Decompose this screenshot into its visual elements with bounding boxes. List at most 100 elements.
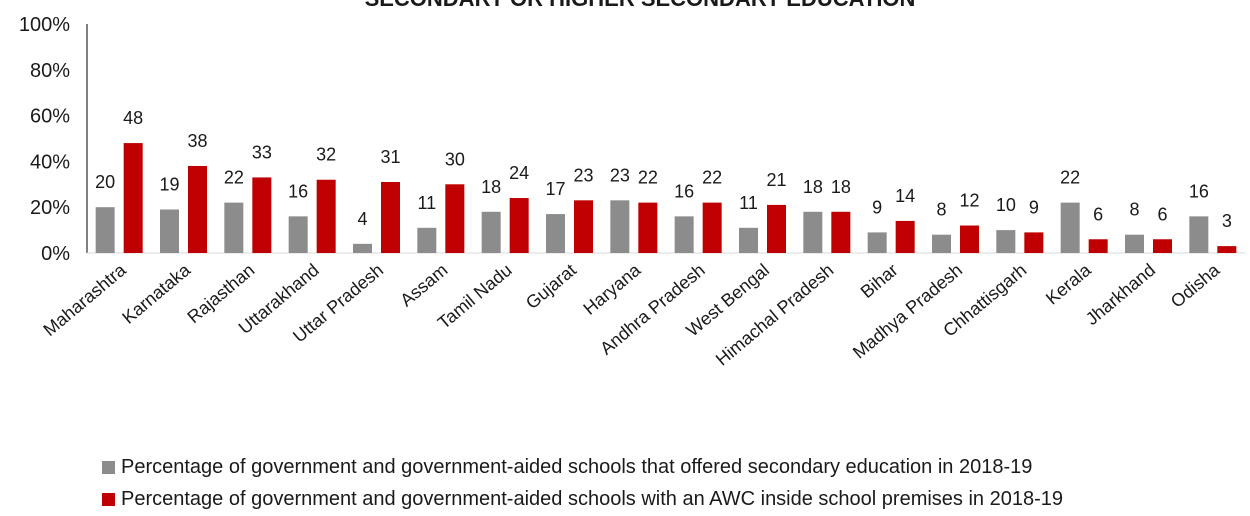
bar-secondary (803, 211, 823, 253)
bars (95, 143, 1237, 253)
data-label-secondary: 22 (1060, 168, 1080, 188)
category-label: Gujarat (522, 260, 580, 313)
bar-secondary (867, 232, 887, 253)
bar-secondary (1125, 234, 1144, 253)
bar-secondary (674, 216, 694, 253)
data-label-awc: 38 (187, 131, 207, 151)
legend-item-awc: Percentage of government and government-… (102, 488, 1242, 511)
data-label-secondary: 23 (610, 165, 630, 185)
data-label-awc: 48 (123, 108, 143, 128)
bar-secondary (546, 214, 565, 253)
data-label-secondary: 4 (357, 209, 367, 229)
data-label-secondary: 18 (481, 177, 501, 197)
category-label: Assam (396, 260, 451, 311)
legend-swatch-awc (102, 493, 115, 506)
bar-secondary (288, 216, 308, 253)
data-label-awc: 9 (1029, 197, 1039, 217)
legend-item-secondary: Percentage of government and government-… (102, 456, 1242, 479)
bar-awc (381, 182, 400, 253)
bar-secondary (160, 209, 179, 253)
bar-secondary (481, 211, 501, 253)
bar-awc (123, 143, 143, 253)
data-label-secondary: 8 (1129, 200, 1139, 220)
bar-awc (1088, 239, 1108, 253)
data-label-secondary: 11 (417, 193, 436, 213)
bar-secondary (417, 227, 437, 253)
legend-label-awc: Percentage of government and government-… (121, 488, 1064, 510)
data-label-secondary: 16 (1189, 181, 1209, 201)
legend-label-secondary: Percentage of government and government-… (121, 456, 1033, 478)
data-label-secondary: 22 (224, 168, 244, 188)
data-label-awc: 23 (573, 165, 593, 185)
y-axis: 0% 20% 40% 60% 80% 100% (19, 14, 1245, 265)
category-label: Bihar (857, 260, 902, 302)
data-label-secondary: 16 (674, 181, 694, 201)
category-label: Maharashtra (39, 259, 130, 340)
data-label-secondary: 18 (803, 177, 823, 197)
bar-awc (702, 202, 722, 253)
bar-awc (638, 202, 658, 253)
bar-secondary (932, 234, 951, 253)
data-label-awc: 22 (638, 168, 658, 188)
category-label: Madhya Pradesh (849, 260, 966, 363)
data-label-awc: 24 (509, 163, 529, 183)
y-tick-label: 40% (30, 151, 70, 173)
data-label-awc: 6 (1157, 204, 1167, 224)
data-label-awc: 18 (831, 177, 851, 197)
data-label-awc: 21 (766, 170, 786, 190)
bar-awc (1024, 232, 1044, 253)
category-label: Karnataka (118, 259, 194, 328)
bar-secondary (610, 200, 630, 253)
bar-awc (252, 177, 272, 253)
chart-title: SECONDARY OR HIGHER SECONDARY EDUCATION (365, 0, 916, 11)
data-label-secondary: 11 (739, 193, 758, 213)
category-label: Jharkhand (1082, 260, 1159, 329)
data-label-awc: 22 (702, 168, 722, 188)
bar-awc (509, 198, 529, 253)
data-label-secondary: 10 (996, 195, 1016, 215)
category-label: Himachal Pradesh (712, 260, 838, 370)
y-tick-label: 80% (30, 60, 70, 82)
data-label-secondary: 8 (936, 200, 946, 220)
data-label-secondary: 9 (872, 197, 882, 217)
data-label-awc: 3 (1222, 211, 1232, 231)
y-tick-label: 0% (41, 243, 70, 265)
bar-awc (574, 200, 593, 253)
bar-secondary (224, 202, 244, 253)
category-label: Kerala (1042, 259, 1095, 308)
bar-secondary (996, 230, 1016, 253)
bar-awc (960, 225, 979, 253)
data-label-secondary: 17 (545, 179, 565, 199)
bar-awc (1153, 239, 1172, 253)
category-label: Odisha (1167, 259, 1224, 312)
bar-secondary (95, 207, 115, 253)
data-label-awc: 32 (316, 145, 336, 165)
bar-awc (316, 179, 336, 253)
bar-awc (895, 220, 915, 253)
y-tick-label: 100% (19, 14, 70, 36)
data-label-awc: 14 (895, 186, 915, 206)
bar-secondary (739, 227, 758, 253)
data-label-awc: 31 (380, 147, 400, 167)
bar-awc (1217, 246, 1237, 253)
data-label-secondary: 16 (288, 181, 308, 201)
bar-awc (831, 211, 851, 253)
legend-swatch-secondary (102, 461, 115, 474)
data-label-secondary: 20 (95, 172, 115, 192)
bar-secondary (1060, 202, 1080, 253)
data-label-awc: 33 (252, 142, 272, 162)
category-labels: MaharashtraKarnatakaRajasthanUttarakhand… (39, 259, 1224, 369)
bar-awc (445, 184, 465, 253)
data-label-awc: 12 (959, 191, 979, 211)
y-tick-label: 20% (30, 197, 70, 219)
bar-secondary (1189, 216, 1209, 253)
data-label-awc: 6 (1093, 204, 1103, 224)
bar-awc (767, 204, 786, 253)
bar-awc (188, 165, 207, 253)
bar-secondary (353, 243, 372, 253)
data-label-awc: 30 (445, 149, 465, 169)
data-label-secondary: 19 (159, 174, 179, 194)
y-tick-label: 60% (30, 106, 70, 128)
